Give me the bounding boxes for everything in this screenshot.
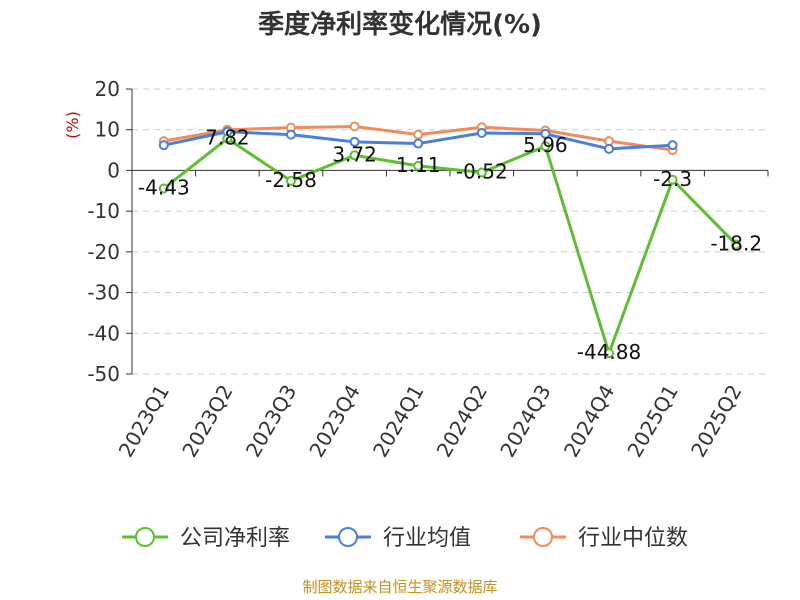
x-tick-label: 2025Q2 <box>686 381 746 462</box>
data-label: -2.58 <box>265 168 317 192</box>
data-label: 7.82 <box>205 126 250 150</box>
series-point <box>413 129 424 140</box>
series-point <box>604 143 614 154</box>
series-point <box>731 239 742 250</box>
data-label: -0.52 <box>456 160 508 184</box>
series-point <box>667 140 678 151</box>
series-point <box>540 141 551 152</box>
series-point <box>158 183 169 194</box>
series-point <box>286 129 296 140</box>
x-tick-label: 2023Q3 <box>241 381 301 462</box>
legend-marker-icon <box>135 527 155 547</box>
legend: 公司净利率 行业均值 行业中位数 <box>122 526 688 551</box>
legend-label: 行业中位数 <box>578 526 688 551</box>
data-label: -2.3 <box>653 167 692 191</box>
series-point <box>476 167 487 178</box>
series-point <box>476 127 487 138</box>
source-note: 制图数据来自恒生聚源数据库 <box>302 578 497 596</box>
y-tick-label: -50 <box>87 362 120 386</box>
legend-item: 公司净利率 <box>122 526 290 551</box>
series-lines <box>158 121 742 359</box>
series-point <box>286 175 296 186</box>
legend-label: 行业均值 <box>383 526 471 551</box>
series-point <box>158 140 169 151</box>
y-tick-label: -20 <box>87 240 120 264</box>
series-point <box>413 138 424 149</box>
legend-item: 行业均值 <box>325 526 471 551</box>
x-tick-label: 2023Q2 <box>177 381 237 462</box>
x-tick-label: 2024Q1 <box>368 381 428 462</box>
data-label: 3.72 <box>332 142 377 166</box>
series-point <box>349 150 360 161</box>
data-label: -18.2 <box>710 232 762 256</box>
y-tick-label: -40 <box>87 321 120 345</box>
data-labels: -4.43 7.82 -2.58 3.72 1.11 -0.52 5.96 -44.88 -2.… <box>138 126 762 365</box>
x-tick-label: 2024Q3 <box>495 381 555 462</box>
legend-label: 公司净利率 <box>180 526 290 551</box>
legend-marker-icon <box>338 527 358 547</box>
x-tick-label: 2023Q1 <box>114 381 174 462</box>
x-tick-label: 2025Q1 <box>622 381 682 462</box>
y-tick-label: -10 <box>87 199 120 223</box>
series-point <box>349 136 360 147</box>
legend-item: 行业中位数 <box>520 526 688 551</box>
data-label: -4.43 <box>138 175 190 199</box>
series-point <box>222 133 233 144</box>
series-point <box>540 128 551 139</box>
data-label: -44.88 <box>577 340 641 364</box>
y-axis-unit: (%) <box>63 111 82 139</box>
y-tick-label: 10 <box>95 118 120 142</box>
series-point <box>604 348 614 359</box>
x-tick-label: 2023Q4 <box>304 381 364 462</box>
series-line <box>162 137 738 355</box>
series-point <box>413 160 424 171</box>
series-point <box>667 174 678 185</box>
data-label: 1.11 <box>396 153 441 177</box>
x-tick-label: 2024Q2 <box>432 381 492 462</box>
legend-marker-icon <box>533 527 553 547</box>
data-label: 5.96 <box>523 133 568 157</box>
y-tick-label: -30 <box>87 281 120 305</box>
y-tick-label: 20 <box>95 77 120 101</box>
chart-title: 季度净利率变化情况(%) <box>258 9 542 40</box>
x-tick-label: 2024Q4 <box>559 381 619 462</box>
y-tick-label: 0 <box>107 158 120 182</box>
series-point <box>349 121 360 132</box>
